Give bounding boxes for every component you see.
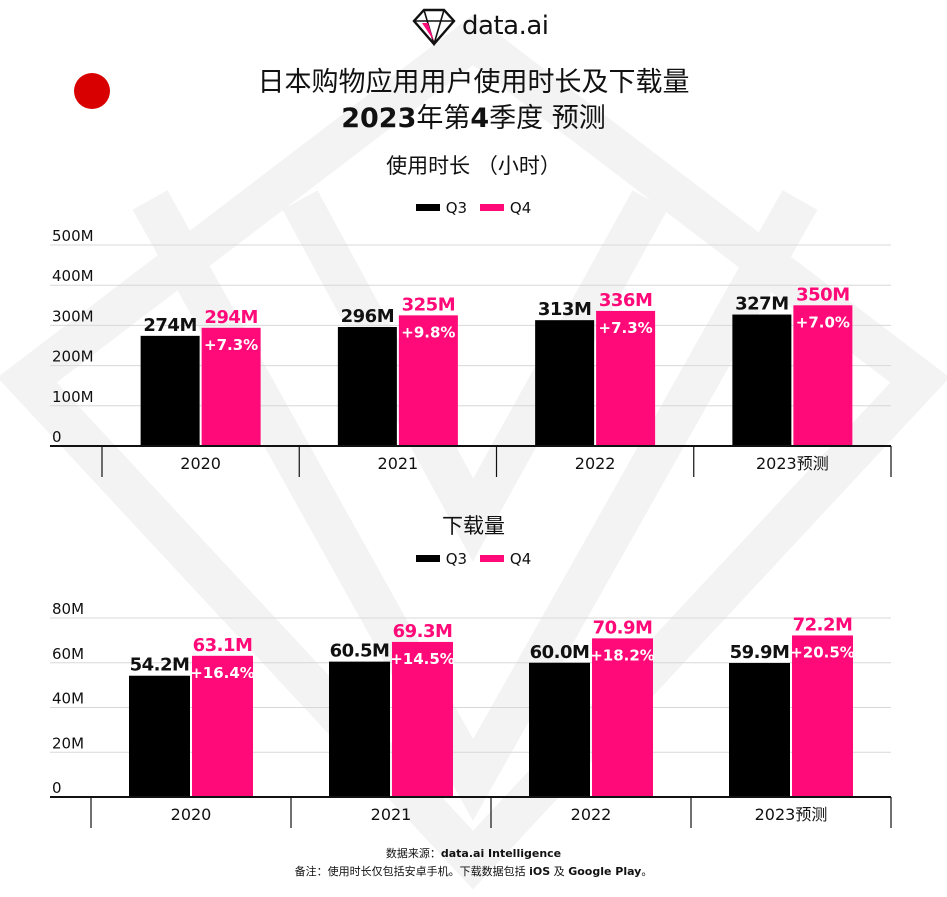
page-subtitle: 2023年第4季度 预测 [0,96,947,135]
data-label-q4: 336M [599,290,653,311]
note-and: 及 [550,865,569,878]
x-category-label: 2022 [571,805,612,824]
title-year: 2023 [341,103,417,134]
y-tick-label: 60M [52,645,84,663]
data-label-q4: 69.3M [393,621,453,642]
data-label-q3: 296M [341,306,395,327]
x-category-label: 2022 [575,454,616,473]
bar-q3 [535,320,595,446]
legend-q4-swatch [479,204,504,211]
bar-q4 [192,655,253,797]
source-name: data.ai Intelligence [440,847,562,860]
data-label-q4: 63.1M [193,635,253,656]
usage-chart-title: 使用时长 （小时） [386,154,561,178]
data-label-q3: 327M [735,294,789,315]
data-label-q3: 60.5M [330,641,390,662]
legend-q3: Q3 [415,550,468,568]
bar-q4 [793,305,853,446]
downloads-chart-title: 下载量 [442,514,505,538]
growth-label: +16.4% [190,664,255,682]
downloads-legend: Q3 Q4 [0,550,947,568]
source-prefix: 数据来源： [385,847,441,860]
y-tick-label: 80M [52,600,84,618]
title-end: 季度 预测 [489,103,606,134]
footer-note: 备注：使用时长仅包括安卓手机。下载数据包括 iOS 及 Google Play。 [0,863,947,879]
y-tick-label: 500M [52,227,94,245]
data-label-q4: 325M [402,294,456,315]
note-ios: iOS [529,865,551,878]
title-quarter: 4 [470,103,490,134]
title-mid: 年第 [416,103,471,134]
usage-legend: Q3 Q4 [0,199,947,217]
legend-q4-label: Q4 [509,550,532,568]
data-label-q4: 350M [796,284,850,305]
x-category-label: 2021 [371,805,412,824]
data-label-q3: 60.0M [530,642,590,663]
note-gp: Google Play [568,865,642,878]
growth-label: +20.5% [790,643,855,661]
legend-q4-label: Q4 [509,199,532,217]
bar-q3 [337,327,397,446]
legend-q4: Q4 [479,199,532,217]
brand-logo: data.ai [412,8,572,48]
y-tick-label: 0 [52,428,62,446]
growth-label: +7.3% [204,336,258,354]
y-tick-label: 100M [52,388,94,406]
note-end: 。 [641,865,653,878]
y-tick-label: 40M [52,690,84,708]
y-tick-label: 200M [52,348,94,366]
legend-q3-label: Q3 [445,199,468,217]
brand-name: data.ai [462,11,549,41]
bar-q4 [398,315,458,446]
data-label-q3: 54.2M [130,655,190,676]
bar-q4 [592,638,653,797]
growth-label: +18.2% [590,646,655,664]
x-category-label: 2020 [171,805,212,824]
growth-label: +14.5% [390,650,455,668]
bar-q4 [392,641,453,797]
x-category-label: 2020 [180,454,221,473]
legend-q3-swatch [415,204,440,211]
growth-label: +7.0% [796,313,850,331]
x-category-label: 2023预测 [756,454,829,473]
bar-q3 [129,675,190,797]
data-label-q4: 70.9M [593,617,653,638]
legend-q3-swatch [415,555,440,562]
x-category-label: 2023预测 [755,805,828,824]
bar-q3 [329,661,390,797]
legend-q3: Q3 [415,199,468,217]
bar-q4 [201,327,261,446]
data-label-q3: 274M [143,315,197,336]
y-tick-label: 20M [52,734,84,752]
y-tick-label: 300M [52,307,94,325]
bar-q3 [140,335,200,446]
legend-q4-swatch [479,555,504,562]
japan-flag-icon [74,73,110,109]
bar-q3 [529,662,590,797]
legend-q3-label: Q3 [445,550,468,568]
bar-q3 [732,314,792,446]
bar-q4 [596,310,656,446]
y-tick-label: 400M [52,267,94,285]
data-label-q4: 72.2M [793,614,853,635]
legend-q4: Q4 [479,550,532,568]
y-tick-label: 0 [52,779,62,797]
data-label-q4: 294M [204,307,258,328]
note-prefix: 备注：使用时长仅包括安卓手机。下载数据包括 [294,865,530,878]
x-category-label: 2021 [378,454,419,473]
growth-label: +9.8% [401,323,455,341]
data-label-q3: 59.9M [730,642,790,663]
diamond-logo-icon [412,8,456,46]
bar-q4 [792,635,853,797]
footer-source: 数据来源：data.ai Intelligence [0,845,947,861]
growth-label: +7.3% [599,319,653,337]
bar-q3 [729,662,790,797]
data-label-q3: 313M [538,299,592,320]
page-title: 日本购物应用用户使用时长及下载量 [257,67,690,98]
